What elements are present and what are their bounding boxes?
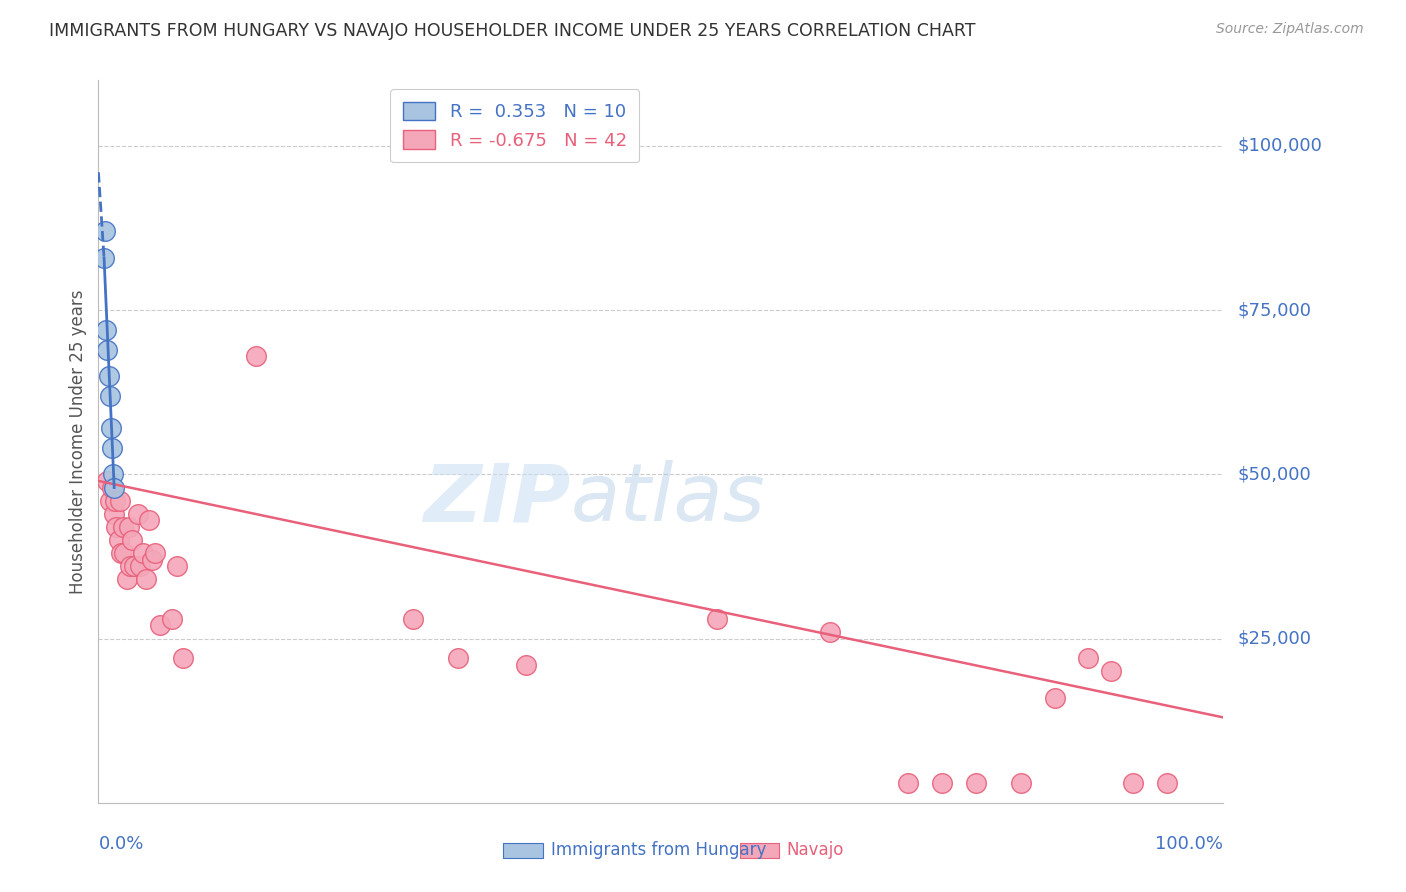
Point bbox=[706, 612, 728, 626]
Point bbox=[135, 573, 157, 587]
Point bbox=[447, 651, 470, 665]
Point bbox=[132, 546, 155, 560]
Text: $50,000: $50,000 bbox=[1237, 466, 1312, 483]
Point bbox=[110, 546, 132, 560]
Text: 100.0%: 100.0% bbox=[1156, 835, 1223, 854]
Point bbox=[104, 493, 127, 508]
FancyBboxPatch shape bbox=[740, 843, 779, 858]
Text: $25,000: $25,000 bbox=[1237, 630, 1312, 648]
Point bbox=[1156, 776, 1178, 790]
Point bbox=[101, 481, 124, 495]
Point bbox=[98, 493, 121, 508]
Point bbox=[112, 520, 135, 534]
Point bbox=[143, 546, 166, 560]
Point bbox=[166, 559, 188, 574]
Point bbox=[108, 493, 131, 508]
Point bbox=[149, 618, 172, 632]
Point bbox=[402, 612, 425, 626]
Text: $100,000: $100,000 bbox=[1237, 137, 1323, 155]
Point bbox=[93, 251, 115, 265]
Legend: R =  0.353   N = 10, R = -0.675   N = 42: R = 0.353 N = 10, R = -0.675 N = 42 bbox=[389, 89, 640, 162]
Text: Navajo: Navajo bbox=[787, 841, 844, 859]
Text: $75,000: $75,000 bbox=[1237, 301, 1312, 319]
Text: ZIP: ZIP bbox=[423, 460, 571, 539]
FancyBboxPatch shape bbox=[503, 843, 543, 858]
Point bbox=[96, 323, 118, 337]
Point bbox=[101, 467, 124, 482]
Point bbox=[1043, 690, 1066, 705]
Point bbox=[118, 559, 141, 574]
Point bbox=[101, 441, 124, 455]
Point bbox=[112, 546, 135, 560]
Point bbox=[94, 224, 117, 238]
Point bbox=[931, 776, 953, 790]
Point bbox=[172, 651, 194, 665]
Point bbox=[121, 533, 143, 547]
Text: IMMIGRANTS FROM HUNGARY VS NAVAJO HOUSEHOLDER INCOME UNDER 25 YEARS CORRELATION : IMMIGRANTS FROM HUNGARY VS NAVAJO HOUSEH… bbox=[49, 22, 976, 40]
Point bbox=[138, 513, 160, 527]
Point bbox=[1010, 776, 1032, 790]
Text: Immigrants from Hungary: Immigrants from Hungary bbox=[551, 841, 766, 859]
Point bbox=[245, 349, 267, 363]
Text: atlas: atlas bbox=[571, 460, 766, 539]
Text: Source: ZipAtlas.com: Source: ZipAtlas.com bbox=[1216, 22, 1364, 37]
Point bbox=[965, 776, 987, 790]
Point bbox=[818, 625, 841, 640]
Point bbox=[127, 507, 149, 521]
Y-axis label: Householder Income Under 25 years: Householder Income Under 25 years bbox=[69, 289, 87, 594]
Point bbox=[1099, 665, 1122, 679]
Text: 0.0%: 0.0% bbox=[98, 835, 143, 854]
Point bbox=[96, 343, 118, 357]
Point bbox=[1122, 776, 1144, 790]
Point bbox=[98, 388, 121, 402]
Point bbox=[115, 573, 138, 587]
Point bbox=[103, 481, 125, 495]
Point bbox=[100, 421, 122, 435]
Point bbox=[515, 657, 537, 672]
Point bbox=[897, 776, 920, 790]
Point bbox=[124, 559, 146, 574]
Point bbox=[129, 559, 152, 574]
Point bbox=[107, 533, 129, 547]
Point bbox=[96, 474, 118, 488]
Point bbox=[160, 612, 183, 626]
Point bbox=[97, 368, 120, 383]
Point bbox=[105, 520, 128, 534]
Point bbox=[103, 507, 125, 521]
Point bbox=[118, 520, 141, 534]
Point bbox=[141, 553, 163, 567]
Point bbox=[1077, 651, 1099, 665]
